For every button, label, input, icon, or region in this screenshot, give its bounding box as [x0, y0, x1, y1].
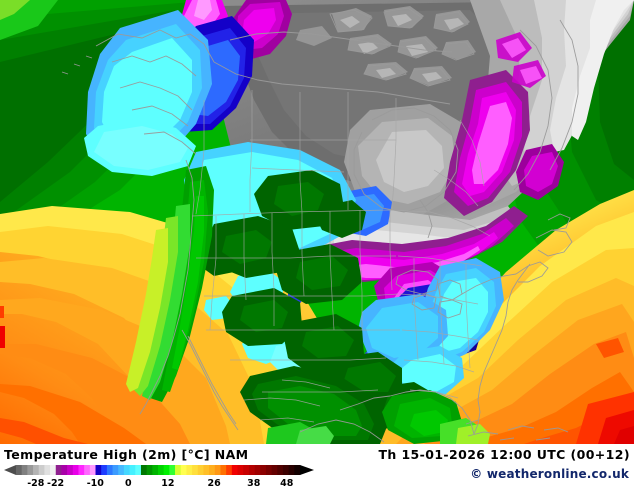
colorbar-swatch	[72, 465, 79, 475]
product-title: Temperature High (2m) [°C] NAM	[4, 447, 249, 462]
map-canvas[interactable]	[0, 0, 634, 444]
map-footer: Temperature High (2m) [°C] NAM Th 15-01-…	[0, 444, 634, 490]
border-layer	[191, 90, 491, 423]
colorbar-swatches	[16, 465, 301, 475]
colorbar-swatch	[203, 465, 210, 475]
colorbar-swatch	[192, 465, 199, 475]
colorbar-swatch	[175, 465, 182, 475]
colorbar-swatch	[158, 465, 165, 475]
colorbar-right-arrow	[300, 465, 314, 475]
colorbar-swatch	[112, 465, 119, 475]
colorbar-swatch	[27, 465, 34, 475]
colorbar-swatch	[33, 465, 40, 475]
colorbar-swatch	[146, 465, 153, 475]
colorbar-swatch	[61, 465, 68, 475]
colorbar-svg[interactable]: -28 -22 -10 0 12 26 38 48	[0, 465, 330, 490]
colorbar-swatch	[197, 465, 204, 475]
colorbar-swatch	[282, 465, 290, 475]
colorbar-swatch	[135, 465, 142, 475]
temperature-colorbar[interactable]: -28 -22 -10 0 12 26 38 48	[0, 465, 330, 490]
colorbar-tick-label: 12	[161, 478, 174, 489]
colorbar-swatch	[271, 465, 278, 475]
colorbar-tick-label: -28	[27, 478, 45, 489]
colorbar-swatch	[21, 465, 28, 475]
colorbar-swatch	[89, 465, 96, 475]
map-field-layer	[0, 0, 634, 444]
coastline-layer	[61, 7, 579, 443]
colorbar-swatch	[55, 465, 62, 475]
colorbar-swatch	[220, 465, 227, 475]
colorbar-swatch	[294, 465, 301, 475]
colorbar-tick-label: 38	[247, 478, 261, 489]
colorbar-swatch	[180, 465, 187, 475]
colorbar-swatch	[214, 465, 221, 475]
colorbar-swatch	[277, 465, 284, 475]
colorbar-tick-label: -22	[47, 478, 64, 489]
colorbar-swatch	[248, 465, 255, 475]
colorbar-tick-label: -10	[87, 478, 105, 489]
colorbar-swatch	[129, 465, 136, 475]
copyright-label: © weatheronline.co.uk	[470, 467, 629, 481]
colorbar-tick-label: 0	[125, 478, 132, 489]
colorbar-swatch	[152, 465, 159, 475]
colorbar-swatch	[67, 465, 74, 475]
temperature-map[interactable]	[0, 0, 634, 444]
colorbar-left-arrow	[4, 465, 16, 475]
colorbar-swatch	[38, 465, 45, 475]
colorbar-swatch	[226, 465, 233, 475]
colorbar-swatch	[254, 465, 261, 475]
colorbar-swatch	[84, 465, 91, 475]
colorbar-tick-labels: -28 -22 -10 0 12 26 38 48	[27, 478, 294, 489]
colorbar-tick-label: 26	[207, 478, 221, 489]
colorbar-swatch	[243, 465, 250, 475]
colorbar-swatch	[140, 465, 148, 475]
colorbar-swatch	[16, 465, 23, 475]
colorbar-swatch	[237, 465, 244, 475]
colorbar-swatch	[78, 465, 85, 475]
colorbar-swatch	[231, 465, 238, 475]
colorbar-swatch	[163, 465, 170, 475]
colorbar-swatch	[118, 465, 125, 475]
colorbar-swatch	[95, 465, 102, 475]
colorbar-swatch	[260, 465, 267, 475]
colorbar-swatch	[123, 465, 130, 475]
colorbar-swatch	[44, 465, 51, 475]
colorbar-swatch	[106, 465, 113, 475]
colorbar-swatch	[288, 465, 295, 475]
colorbar-swatch	[186, 465, 193, 475]
valid-time-label: Th 15-01-2026 12:00 UTC (00+12)	[378, 447, 630, 462]
colorbar-swatch	[50, 465, 57, 475]
colorbar-tick-label: 48	[280, 478, 294, 489]
colorbar-swatch	[169, 465, 176, 475]
colorbar-swatch	[209, 465, 216, 475]
colorbar-swatch	[265, 465, 272, 475]
colorbar-swatch	[101, 465, 108, 475]
